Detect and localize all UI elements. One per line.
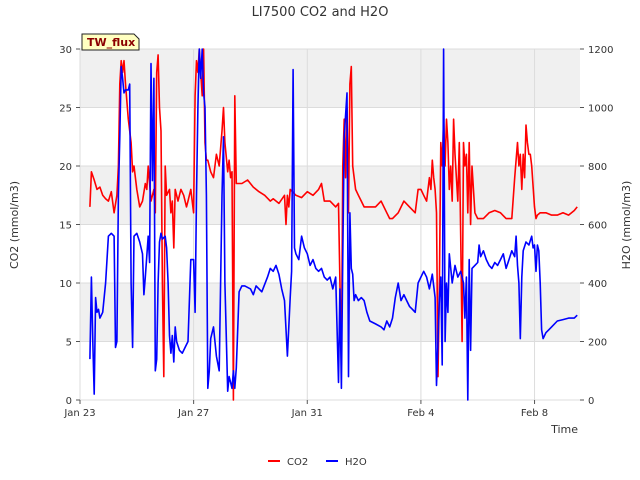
- y2-tick-label: 600: [588, 221, 607, 232]
- series-layer: [89, 48, 578, 401]
- y2-tick-label: 1000: [588, 104, 613, 115]
- y2-axis-label: H2O (mmol/m3): [620, 181, 633, 270]
- y-axis-label: CO2 (mmol/m3): [8, 181, 21, 269]
- axis-ticks: 0 5 10 15 20 25 30 0 200 400 600 800 1000 1200 Jan 23 J…: [59, 45, 613, 419]
- background-bands: [80, 49, 580, 342]
- series-line-co2: [89, 48, 578, 401]
- y2-tick-label: 1200: [588, 45, 613, 56]
- x-axis-label: Time: [550, 423, 578, 436]
- y-tick-label: 0: [66, 396, 72, 407]
- x-tick-label: Jan 27: [177, 408, 209, 419]
- y-tick-label: 30: [59, 45, 72, 56]
- station-badge: TW_flux: [81, 33, 140, 51]
- legend-label-h2o: H2O: [345, 457, 367, 468]
- x-tick-label: Jan 31: [291, 408, 323, 419]
- x-tick-label: Feb 4: [407, 408, 434, 419]
- background-band: [80, 166, 580, 225]
- y-tick-label: 25: [59, 104, 72, 115]
- x-tick-label: Feb 8: [521, 408, 548, 419]
- series-line-h2o: [89, 48, 578, 401]
- y2-tick-label: 0: [588, 396, 594, 407]
- x-tick-label: Jan 23: [63, 408, 95, 419]
- y2-tick-label: 800: [588, 162, 607, 173]
- station-badge-label: TW_flux: [87, 36, 135, 49]
- legend-label-co2: CO2: [287, 457, 308, 468]
- legend: CO2 H2O: [268, 457, 367, 468]
- station-badge-box: [81, 33, 140, 51]
- y2-tick-label: 200: [588, 338, 607, 349]
- y2-tick-label: 400: [588, 279, 607, 290]
- background-band: [80, 49, 580, 108]
- y-tick-label: 15: [59, 221, 72, 232]
- y-tick-label: 5: [66, 338, 72, 349]
- y-tick-label: 20: [59, 162, 72, 173]
- chart-title: LI7500 CO2 and H2O: [252, 5, 389, 20]
- y-tick-label: 10: [59, 279, 72, 290]
